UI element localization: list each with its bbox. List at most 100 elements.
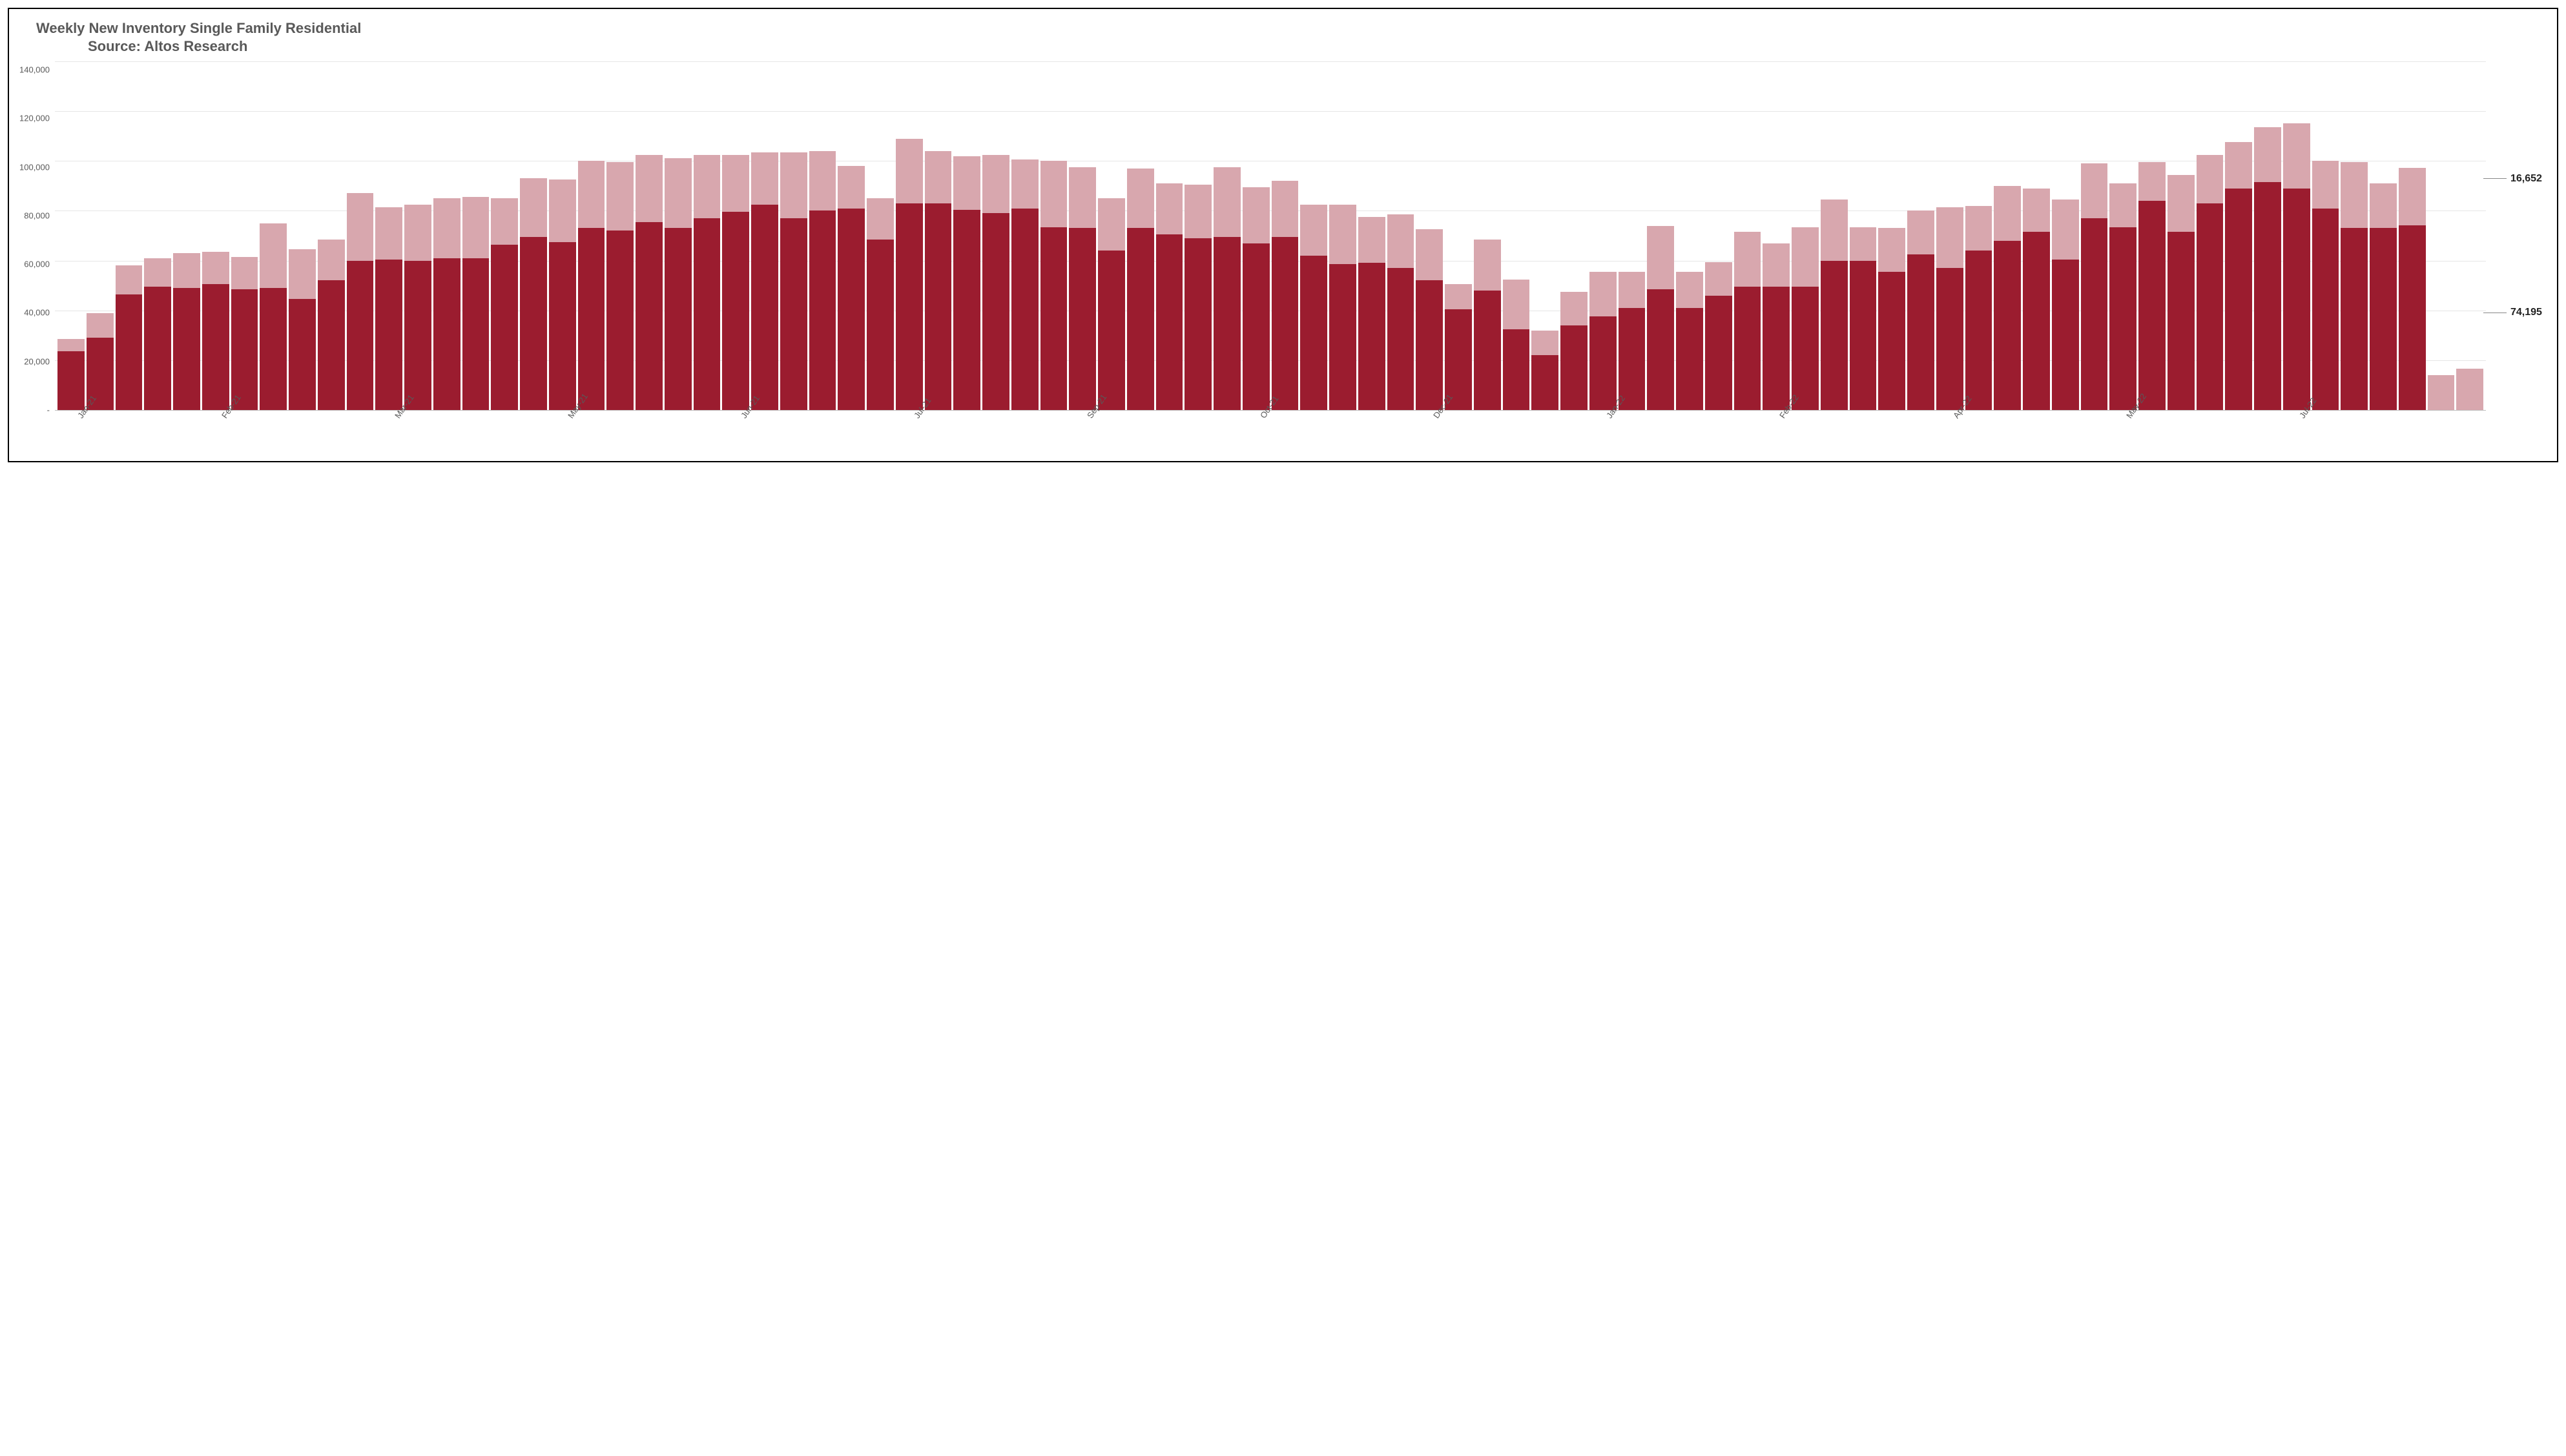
x-tick-cell bbox=[1447, 415, 1474, 451]
bar-segment-top bbox=[2052, 200, 2079, 260]
bar-column bbox=[1185, 61, 1212, 410]
bar-segment-bottom bbox=[1243, 243, 1270, 410]
bar-segment-bottom bbox=[202, 284, 229, 410]
bar-segment-bottom bbox=[2052, 260, 2079, 410]
bar-segment-top bbox=[116, 265, 143, 294]
x-tick-cell bbox=[668, 415, 695, 451]
bar-segment-top bbox=[1272, 181, 1299, 237]
bar-column bbox=[925, 61, 952, 410]
bar-segment-top bbox=[896, 139, 923, 203]
bar-segment-bottom bbox=[2081, 218, 2108, 410]
bar-column bbox=[144, 61, 171, 410]
bar-segment-top bbox=[462, 197, 490, 258]
bar-segment-top bbox=[2225, 142, 2252, 188]
bar-segment-bottom bbox=[1994, 241, 2021, 410]
callout-leader-line bbox=[2483, 178, 2507, 179]
bar-segment-top bbox=[2428, 375, 2455, 410]
y-tick-label: 140,000 bbox=[19, 66, 50, 74]
bar-column bbox=[462, 61, 490, 410]
bar-column bbox=[722, 61, 749, 410]
x-tick-cell bbox=[610, 415, 637, 451]
bar-segment-top bbox=[1214, 167, 1241, 237]
bar-column bbox=[578, 61, 605, 410]
bar-segment-top bbox=[1416, 229, 1443, 280]
y-tick-label: 20,000 bbox=[24, 357, 50, 365]
x-tick-cell bbox=[1620, 415, 1647, 451]
x-tick-cell bbox=[2024, 415, 2051, 451]
bar-column bbox=[896, 61, 923, 410]
bar-segment-bottom bbox=[2023, 232, 2050, 410]
bar-column bbox=[838, 61, 865, 410]
bar-segment-top bbox=[1098, 198, 1125, 251]
x-tick-cell bbox=[1879, 415, 1907, 451]
bar-column bbox=[636, 61, 663, 410]
x-tick-cell bbox=[2428, 415, 2455, 451]
bar-column bbox=[520, 61, 547, 410]
bar-column bbox=[1300, 61, 1327, 410]
bar-column bbox=[1416, 61, 1443, 410]
bar-segment-bottom bbox=[1705, 296, 1732, 410]
bar-segment-top bbox=[867, 198, 894, 240]
bar-segment-bottom bbox=[144, 287, 171, 410]
bar-segment-top bbox=[1503, 280, 1530, 329]
bar-segment-bottom bbox=[1416, 280, 1443, 410]
bar-segment-top bbox=[2370, 183, 2397, 228]
bar-column bbox=[1705, 61, 1732, 410]
bar-column bbox=[982, 61, 1009, 410]
x-tick-cell bbox=[1735, 415, 1763, 451]
bar-segment-top bbox=[404, 205, 431, 261]
x-tick-cell bbox=[1533, 415, 1560, 451]
bar-column bbox=[953, 61, 980, 410]
bar-segment-bottom bbox=[549, 242, 576, 410]
bar-segment-bottom bbox=[1185, 238, 1212, 410]
bar-column bbox=[2138, 61, 2166, 410]
value-callouts: 16,65274,195 bbox=[2483, 51, 2548, 400]
bar-segment-bottom bbox=[318, 280, 345, 410]
bar-segment-top bbox=[1300, 205, 1327, 256]
x-tick-cell bbox=[1274, 415, 1301, 451]
x-tick-cell bbox=[351, 415, 378, 451]
bar-segment-bottom bbox=[751, 205, 778, 410]
bar-segment-top bbox=[1734, 232, 1761, 287]
x-tick-cell bbox=[754, 415, 781, 451]
x-tick-cell bbox=[841, 415, 868, 451]
x-tick-cell bbox=[1101, 415, 1128, 451]
bar-column bbox=[1156, 61, 1183, 410]
bar-segment-top bbox=[491, 198, 518, 244]
bar-segment-top bbox=[2197, 155, 2224, 203]
x-tick-cell bbox=[1966, 415, 1993, 451]
bar-segment-top bbox=[1387, 214, 1414, 268]
bar-column bbox=[2456, 61, 2483, 410]
x-tick-cell bbox=[639, 415, 666, 451]
bar-segment-bottom bbox=[1936, 268, 1963, 410]
y-tick-label: 80,000 bbox=[24, 211, 50, 220]
x-tick-cell bbox=[2255, 415, 2282, 451]
bar-segment-bottom bbox=[1387, 268, 1414, 410]
chart-title: Weekly New Inventory Single Family Resid… bbox=[36, 19, 2486, 55]
bar-segment-top bbox=[549, 179, 576, 241]
chart-title-line1: Weekly New Inventory Single Family Resid… bbox=[36, 19, 2486, 37]
y-tick-label: 40,000 bbox=[24, 309, 50, 317]
bar-column bbox=[1763, 61, 1790, 410]
bar-segment-bottom bbox=[2225, 189, 2252, 410]
bar-segment-top bbox=[1069, 167, 1096, 229]
bar-segment-bottom bbox=[1907, 254, 1934, 410]
x-tick-cell: Oct-21 bbox=[1245, 415, 1272, 451]
bar-segment-top bbox=[1965, 206, 1992, 251]
bar-segment-bottom bbox=[953, 210, 980, 411]
x-tick-cell bbox=[1909, 415, 1936, 451]
bar-segment-top bbox=[2138, 162, 2166, 201]
bar-column bbox=[1878, 61, 1905, 410]
callout-label: 74,195 bbox=[2483, 307, 2542, 318]
bar-segment-bottom bbox=[260, 288, 287, 410]
bar-column bbox=[1243, 61, 1270, 410]
bar-column bbox=[2109, 61, 2137, 410]
bar-series bbox=[55, 61, 2486, 410]
bar-column bbox=[867, 61, 894, 410]
bar-segment-bottom bbox=[1821, 261, 1848, 410]
bar-segment-top bbox=[1445, 284, 1472, 309]
bar-column bbox=[1589, 61, 1617, 410]
bar-segment-top bbox=[1705, 262, 1732, 296]
bar-segment-bottom bbox=[2341, 228, 2368, 410]
bar-column bbox=[1965, 61, 1992, 410]
